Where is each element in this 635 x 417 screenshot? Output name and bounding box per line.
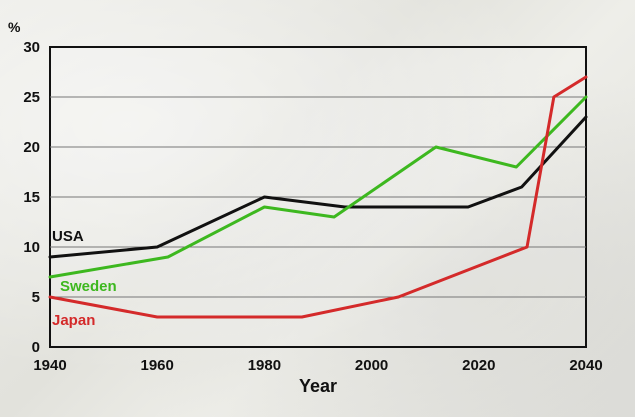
series-line-usa [48,115,588,259]
series-label-japan: Japan [52,312,95,329]
series-line-sweden [48,95,588,279]
y-tick-label: 30 [23,39,40,56]
y-tick-label: 0 [32,339,40,356]
y-axis-unit: % [8,19,21,35]
y-tick-labels: 0 5 10 15 20 25 30 [23,39,40,356]
series-label-usa: USA [52,228,84,245]
x-axis-title: Year [299,376,337,396]
x-tick-label: 1960 [141,357,174,374]
series-labels: USA Sweden Japan [52,228,117,329]
y-tick-label: 5 [32,289,40,306]
gridlines [50,96,586,298]
x-tick-labels: 1940 1960 1980 2000 2020 2040 [33,357,602,374]
x-tick-label: 2000 [355,357,388,374]
x-tick-label: 1980 [248,357,281,374]
series-label-sweden: Sweden [60,278,117,295]
y-tick-label: 20 [23,139,40,156]
x-tick-label: 2020 [462,357,495,374]
x-tick-label: 2040 [569,357,602,374]
x-tick-label: 1940 [33,357,66,374]
y-tick-label: 10 [23,239,40,256]
y-tick-label: 25 [23,89,40,106]
series-line-japan [48,75,588,319]
y-tick-label: 15 [23,189,40,206]
series-lines [48,75,588,319]
